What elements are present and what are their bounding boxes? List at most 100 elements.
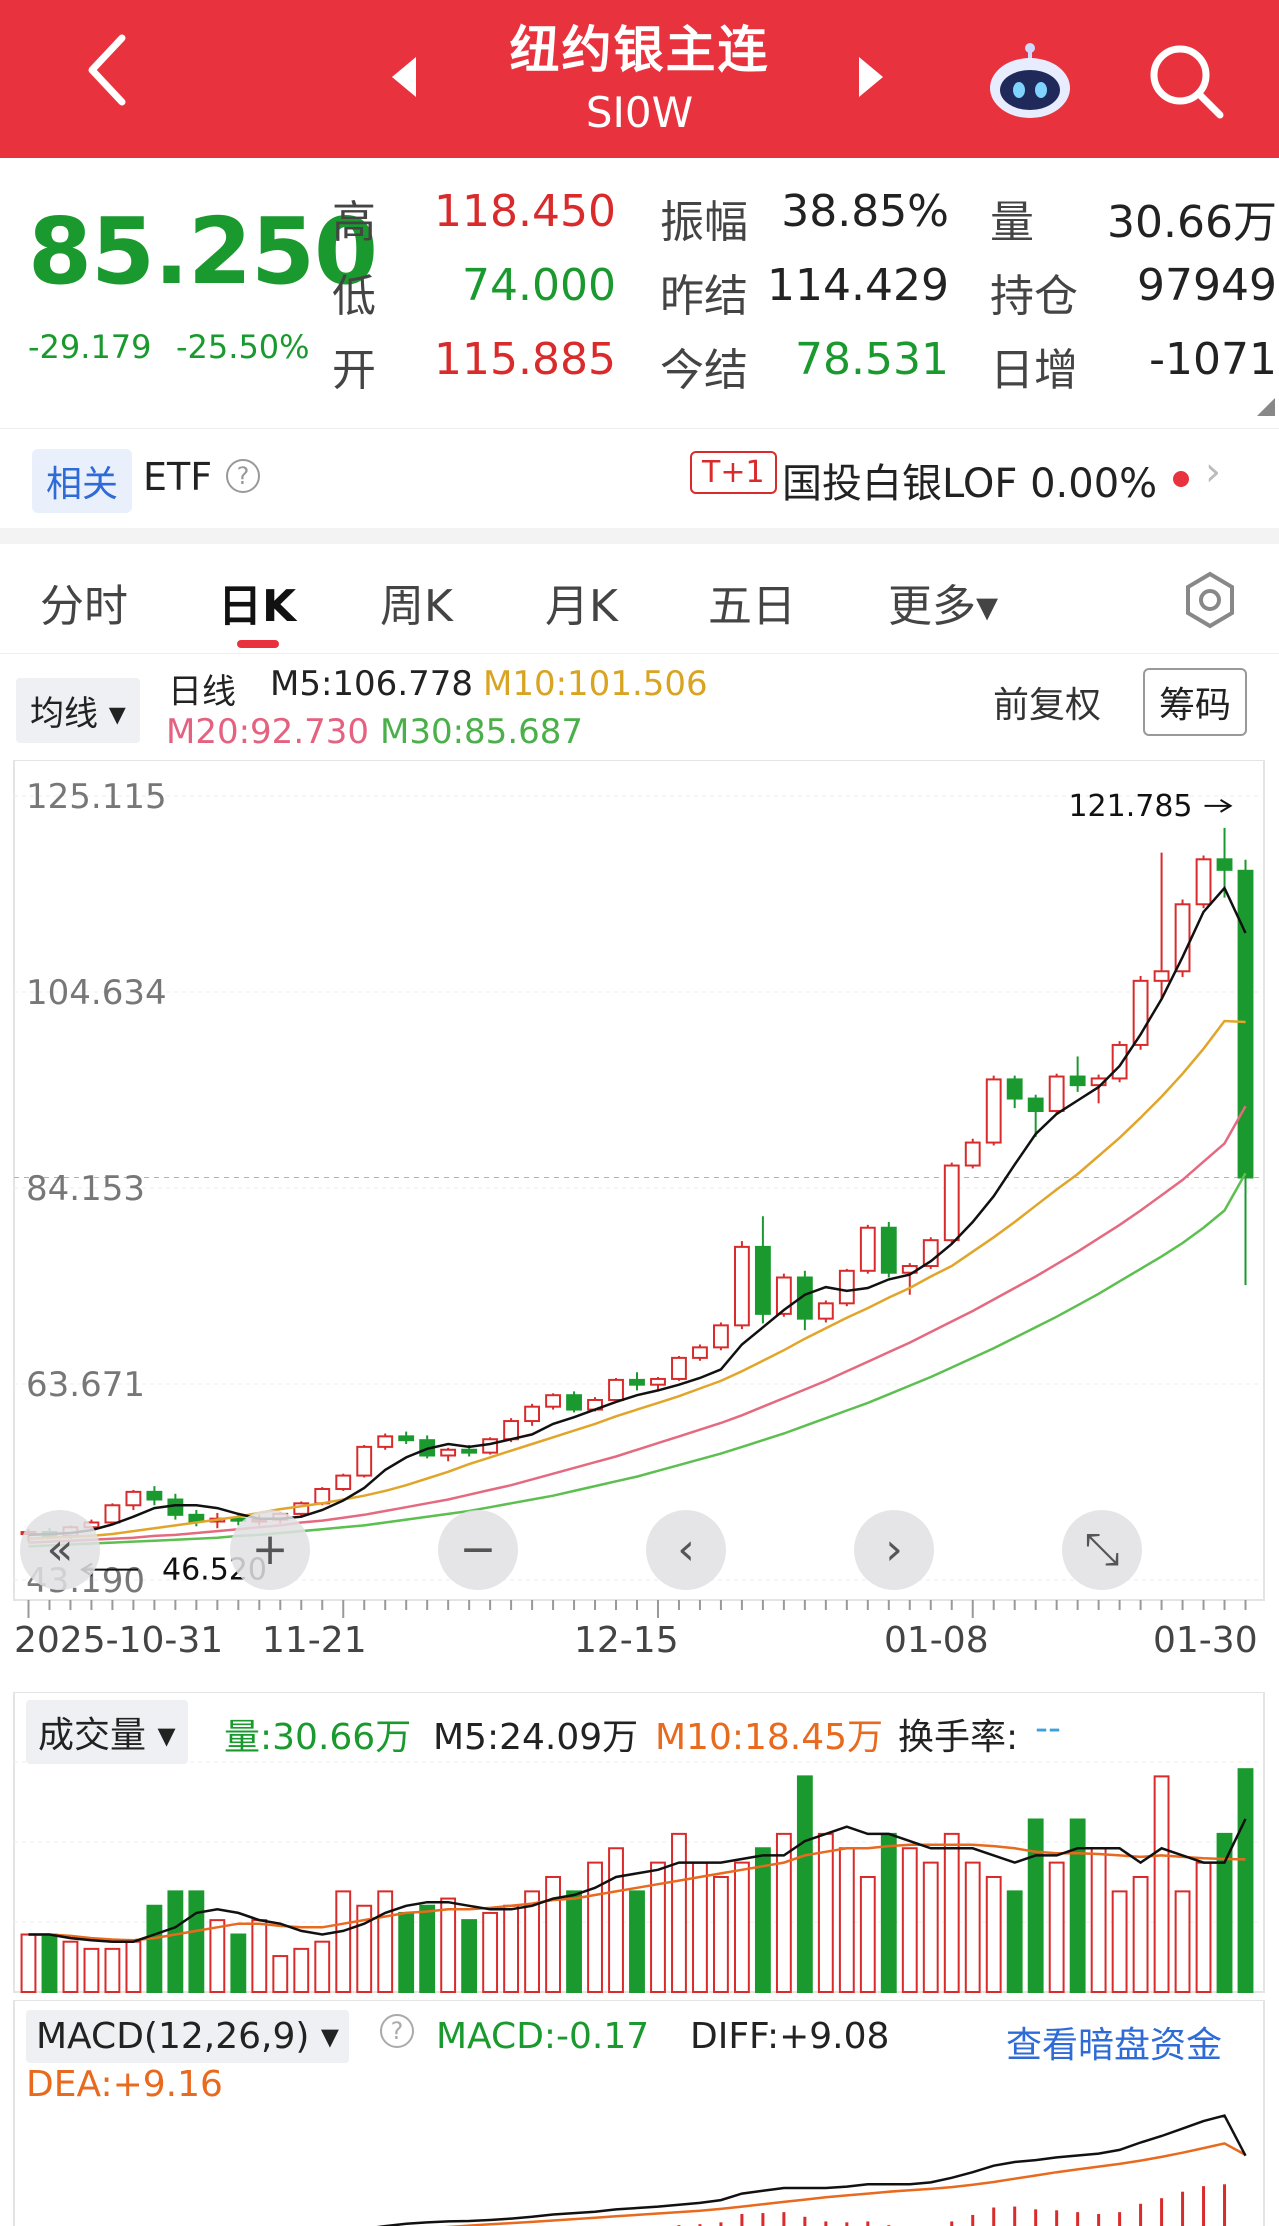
fullscreen-icon[interactable]: ⤡ (1062, 1510, 1142, 1590)
volume-bar (1195, 1861, 1212, 1993)
section-divider (0, 528, 1279, 544)
back-arrow-icon[interactable] (80, 30, 140, 110)
candle (1153, 852, 1170, 999)
stat-value-amplitude: 38.85% (781, 186, 949, 237)
volume-bar (356, 1904, 373, 1993)
turnover-value: -- (1035, 1708, 1061, 1749)
volume-bar (880, 1832, 897, 1993)
candle (692, 1344, 708, 1361)
related-fund[interactable]: 国投白银LOF 0.00% (782, 451, 1157, 509)
candle (650, 1377, 666, 1391)
diff-line (376, 2114, 1247, 2226)
ai-assistant-robot-icon[interactable] (985, 40, 1075, 120)
candle (880, 1221, 897, 1278)
candle (146, 1486, 163, 1506)
y-axis-label: 63.671 (26, 1365, 145, 1405)
stat-label-amplitude: 振幅 (660, 197, 748, 248)
stat-value-low: 74.000 (462, 260, 616, 311)
chevron-right-icon[interactable]: › (1205, 449, 1221, 495)
t1-badge: T+1 (690, 451, 777, 494)
expand-corner-icon[interactable] (1257, 398, 1275, 416)
chip-distribution-button[interactable]: 筹码 (1143, 668, 1248, 736)
volume-bar (901, 1847, 918, 1993)
candle (985, 1075, 1002, 1146)
stat-label-volume: 量 (990, 197, 1034, 248)
volume-bar (1027, 1818, 1044, 1993)
svg-text:⤡: ⤡ (1084, 1524, 1119, 1575)
x-label-0: 2025-10-31 (14, 1620, 224, 1661)
stat-label-daily-change: 日增 (990, 345, 1078, 396)
volume-bar (1132, 1876, 1149, 1993)
ma30-line (28, 1172, 1247, 1548)
view-dark-pool-link[interactable]: 查看暗盘资金 (1006, 2025, 1223, 2066)
indicator-select[interactable]: 均线 ▾ (16, 678, 140, 743)
dea-line (444, 2142, 1247, 2226)
scroll-to-start-icon[interactable]: « (20, 1510, 100, 1590)
previous-instrument-icon[interactable] (390, 55, 420, 99)
tab-monthly-k[interactable]: 月K (545, 581, 618, 632)
volume-bar (922, 1861, 939, 1993)
candle (754, 1216, 771, 1324)
ma5-value: M5:106.778 (270, 664, 474, 704)
volume-bar (251, 1919, 268, 1993)
price-change-percent: -25.50% (176, 328, 310, 366)
next-instrument-icon[interactable] (855, 55, 885, 99)
volume-bar (188, 1890, 205, 1993)
tab-weekly-k[interactable]: 周K (380, 581, 453, 632)
high-marker-arrowhead (1220, 799, 1233, 813)
volume-bar (692, 1861, 708, 1993)
ma20-line (28, 1105, 1247, 1544)
candle (608, 1377, 624, 1402)
volume-indicator-select[interactable]: 成交量 ▾ (26, 1700, 188, 1764)
candle (964, 1138, 981, 1169)
candle (1069, 1056, 1086, 1092)
candle (566, 1391, 582, 1413)
candlestick-chart[interactable]: 125.115104.63484.15363.67143.190121.7854… (0, 760, 1279, 1640)
related-tag: 相关 (32, 449, 133, 513)
volume-bar (1006, 1890, 1023, 1993)
volume-bar (713, 1876, 729, 1993)
volume-bar (125, 1940, 142, 1993)
candle (1216, 827, 1233, 898)
volume-bar (859, 1876, 876, 1993)
fund-change: 0.00% (1030, 461, 1158, 507)
volume-bar (1069, 1818, 1086, 1993)
turnover-label: 换手率: (898, 1717, 1019, 1758)
settings-hexagon-icon[interactable] (1180, 570, 1240, 630)
search-icon[interactable] (1140, 35, 1230, 125)
volume-bar (985, 1876, 1002, 1993)
volume-bar (754, 1847, 771, 1993)
stat-value-settle: 78.531 (795, 334, 949, 385)
zoom-out-icon[interactable]: − (438, 1510, 518, 1590)
tab-more[interactable]: 更多▾ (888, 581, 999, 632)
candle (1048, 1073, 1065, 1114)
high-marker: 121.785 (1068, 789, 1192, 824)
candle (545, 1393, 561, 1410)
instrument-code: SI0W (585, 88, 694, 137)
volume-bar (566, 1890, 582, 1993)
macd-indicator-select[interactable]: MACD(12,26,9) ▾ (26, 2010, 349, 2063)
pan-left-icon[interactable]: ‹ (646, 1510, 726, 1590)
volume-bar (671, 1832, 687, 1993)
candle (293, 1501, 310, 1517)
tab-daily-k[interactable]: 日K (218, 581, 297, 632)
stat-value-high: 118.450 (434, 186, 616, 237)
help-icon[interactable]: ? (226, 459, 260, 493)
volume-ma10-line (28, 1843, 1246, 1942)
pan-right-icon[interactable]: › (854, 1510, 934, 1590)
volume-bar (1048, 1861, 1065, 1993)
last-price: 85.250 (28, 198, 378, 305)
volume-bar (314, 1940, 331, 1993)
volume-bar (1111, 1890, 1128, 1993)
macd-help-icon[interactable]: ? (380, 2014, 414, 2048)
ma5-line (28, 885, 1247, 1537)
related-etf-row[interactable]: 相关 ETF ? T+1 国投白银LOF 0.00% › (0, 428, 1279, 528)
tab-five-day[interactable]: 五日 (708, 581, 796, 632)
ma20-value: M20:92.730 (166, 712, 370, 752)
stat-value-open: 115.885 (434, 334, 616, 385)
instrument-name: 纽约银主连 (509, 21, 770, 79)
zoom-in-icon[interactable]: + (230, 1510, 310, 1590)
adjust-mode[interactable]: 前复权 (993, 685, 1102, 726)
tab-intraday[interactable]: 分时 (40, 581, 128, 632)
volume-bar (440, 1897, 457, 1993)
